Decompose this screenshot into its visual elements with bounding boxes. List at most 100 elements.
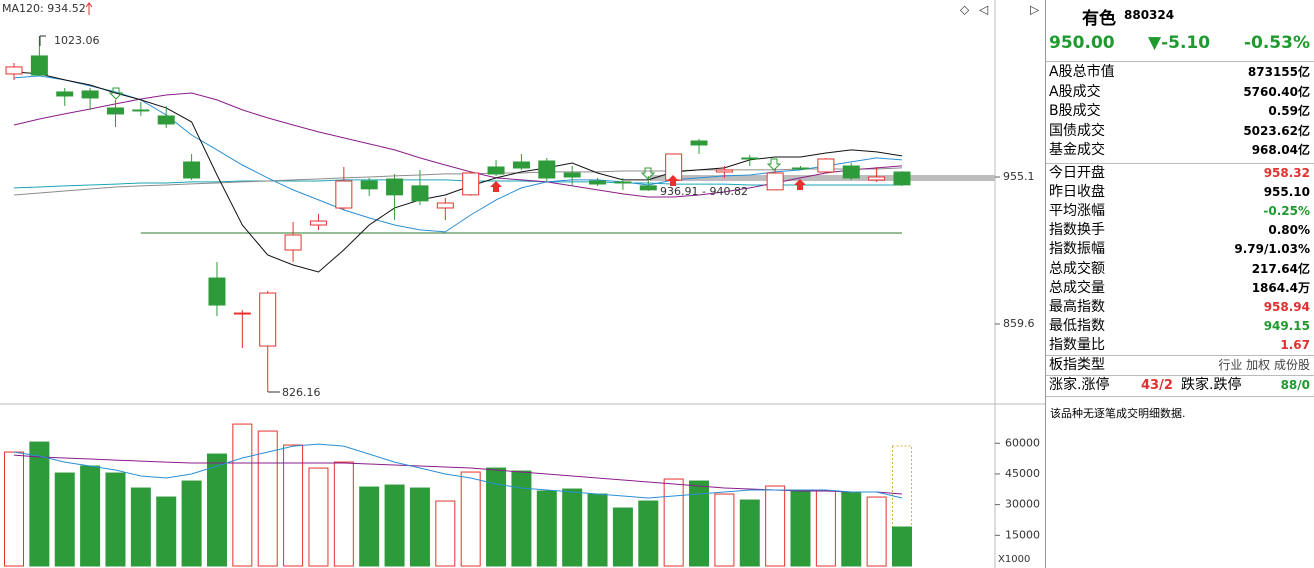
volume-bar [460, 471, 481, 567]
row-label: 涨家.涨停 [1049, 377, 1110, 393]
volume-bar [308, 467, 329, 567]
stats-row: 指数振幅 9.79/1.03% [1049, 240, 1310, 259]
volume-bar [815, 490, 836, 567]
volume-bar [866, 496, 887, 567]
row-label: 最低指数 [1049, 317, 1105, 334]
board-type-row: 板指类型 行业 加权 成份股 [1049, 356, 1310, 375]
row-label: 基金成交 [1049, 142, 1105, 158]
market-row: A股总市值 873155亿 [1049, 63, 1310, 82]
icon[interactable]: ▷ [1030, 3, 1040, 17]
volume-bar [739, 499, 760, 567]
candle-body [259, 292, 277, 347]
candle-body [792, 167, 810, 170]
unit-label: X1000 [998, 554, 1030, 565]
quote-code: 880324 [1124, 8, 1175, 22]
row-label: 指数换手 [1049, 222, 1105, 239]
breadth-row: 涨家.涨停 43/2 跌家.跌停 88/0 [1049, 376, 1310, 395]
stats-row: 总成交额 217.64亿 [1049, 260, 1310, 279]
volume-bar [612, 507, 633, 567]
row-value: 0.80% [1268, 223, 1310, 238]
quote-name: 有色 [1082, 9, 1116, 29]
row-value: 1864.4万 [1251, 280, 1310, 295]
stats-row: 指数量比 1.67 [1049, 336, 1310, 355]
row-label: 指数振幅 [1049, 241, 1105, 258]
candle-body [132, 109, 150, 112]
y-tick-label: 60000 [1005, 436, 1040, 449]
volume-bar [714, 493, 735, 567]
candle-body [715, 169, 733, 173]
annotation-leader [39, 35, 46, 46]
row-label: 跌家.跌停 [1181, 377, 1242, 393]
market-row: B股成交 0.59亿 [1049, 102, 1310, 121]
volume-bar [663, 478, 684, 567]
volume-bar [181, 480, 202, 567]
volume-bar [283, 444, 304, 567]
volume-bar [790, 489, 811, 567]
candle-body [183, 161, 201, 179]
candle-body [487, 166, 505, 175]
volume-bar [257, 430, 278, 567]
market-row: 国债成交 5023.62亿 [1049, 122, 1310, 141]
row-label: 昨日收盘 [1049, 184, 1105, 201]
volume-bar [511, 470, 532, 567]
candle-body [309, 220, 327, 226]
volume-bar [562, 488, 583, 567]
candle-body [817, 158, 835, 173]
icon[interactable]: ◁ [978, 3, 988, 17]
quote-pct: -0.53% [1243, 33, 1310, 53]
candle-body [462, 172, 480, 196]
price-band [650, 175, 995, 181]
chart: MA120: 934.52 ◇ ◁ ▷ 1023.06 826.16 936.9… [0, 0, 1045, 568]
quote-panel: 有色 880324 950.00 ▼-5.10 -0.53% 板指类型 行业 加… [1045, 0, 1314, 568]
row-label: A股总市值 [1049, 64, 1115, 80]
row-label: A股成交 [1049, 83, 1101, 100]
market-row: 基金成交 968.04亿 [1049, 141, 1310, 160]
volume-bar [206, 453, 227, 567]
volume-bar [29, 441, 50, 567]
volume-ma-line [13, 454, 903, 495]
volume-bar [105, 472, 126, 567]
candle-body [868, 176, 886, 181]
volume-bar [232, 423, 253, 567]
volume-bar [156, 496, 177, 567]
volume-bar [638, 500, 659, 567]
volume-bar [587, 493, 608, 567]
volume-bar [486, 467, 507, 567]
row-value: 955.10 [1263, 185, 1310, 200]
row-value: 958.32 [1263, 166, 1310, 180]
row-value: 88/0 [1280, 378, 1310, 392]
candle-body [335, 180, 353, 209]
candle-body [56, 91, 74, 97]
candle-body [208, 277, 226, 306]
candle-body [589, 180, 607, 185]
candle-body [741, 157, 759, 160]
row-label: 最高指数 [1049, 298, 1105, 315]
candle-body [639, 185, 657, 191]
ma-line [13, 92, 903, 198]
candle-body [284, 234, 302, 251]
annotation: 1023.06 [54, 34, 100, 47]
volume-bar [435, 500, 456, 567]
y-tick-label: 15000 [1005, 528, 1040, 541]
note: 该品种无逐笔成交明细数据. [1050, 407, 1186, 420]
icon[interactable]: ◇ [960, 3, 970, 17]
volume-bar [892, 526, 912, 567]
volume-bar [409, 487, 430, 567]
quote-change: ▼-5.10 [1148, 33, 1211, 53]
y-tick-label: 30000 [1005, 498, 1040, 511]
annotation: 826.16 [282, 386, 321, 399]
volume-bar [841, 491, 862, 567]
volume-bar [333, 461, 354, 567]
candle-body [563, 172, 581, 178]
y-tick-label: 955.1 [1003, 170, 1035, 183]
volume-bar [54, 472, 75, 567]
signal-up [490, 175, 806, 192]
candle-body [106, 107, 124, 115]
candle-body [842, 165, 860, 179]
ma-line [13, 179, 902, 189]
candle-body [233, 312, 251, 315]
row-value: 873155亿 [1247, 65, 1310, 79]
candle-body [157, 115, 175, 125]
candle-body [766, 172, 784, 191]
